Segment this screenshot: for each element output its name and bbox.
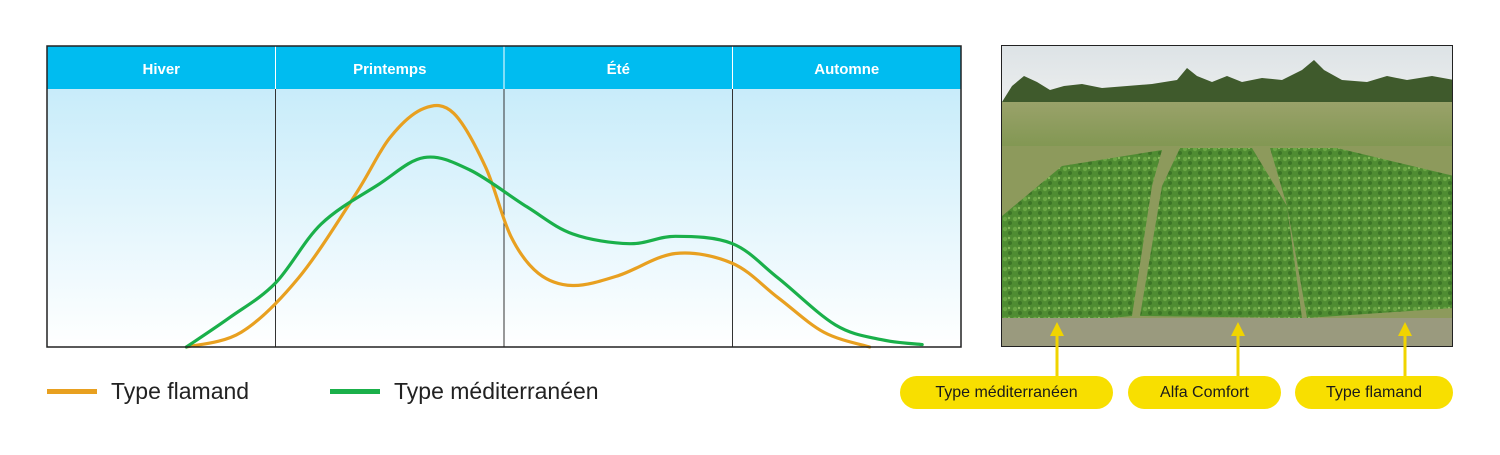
foreground-soil <box>1002 318 1452 346</box>
season-label-3: Automne <box>814 61 879 78</box>
crop-rows <box>1002 148 1452 328</box>
season-label-1: Printemps <box>353 61 426 78</box>
callout-flamand: Type flamand <box>1295 376 1453 409</box>
legend-flamand: Type flamand <box>47 378 249 405</box>
legend-label-mediterraneen: Type méditerranéen <box>394 378 599 404</box>
plot-frame <box>46 45 962 348</box>
tree-line <box>1002 60 1452 106</box>
callout-mediterraneen: Type méditerranéen <box>900 376 1113 409</box>
legend-label-flamand: Type flamand <box>111 378 250 404</box>
legend-swatch-mediterraneen <box>330 389 380 394</box>
series-line-mediterraneen <box>184 155 924 349</box>
season-label-2: Été <box>607 61 630 78</box>
season-label-0: Hiver <box>142 61 180 78</box>
far-field <box>1002 102 1452 152</box>
callout-alfa-comfort: Alfa Comfort <box>1128 376 1281 409</box>
legend-swatch-flamand <box>47 389 97 394</box>
field-illustration <box>1002 46 1452 346</box>
legend-mediterraneen: Type méditerranéen <box>330 378 599 405</box>
alfalfa-field-photo <box>1001 45 1453 347</box>
series-line-flamand <box>184 103 872 349</box>
